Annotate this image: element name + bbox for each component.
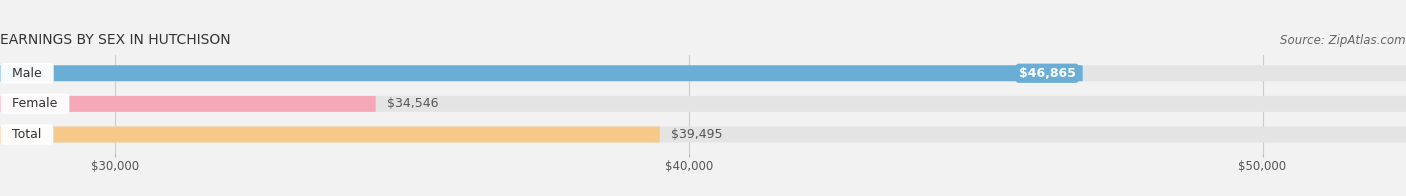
Text: Female: Female	[4, 97, 66, 110]
FancyBboxPatch shape	[0, 65, 1406, 81]
FancyBboxPatch shape	[0, 96, 375, 112]
FancyBboxPatch shape	[0, 65, 1083, 81]
Text: Source: ZipAtlas.com: Source: ZipAtlas.com	[1281, 34, 1406, 47]
Text: $39,495: $39,495	[671, 128, 723, 141]
Text: $46,865: $46,865	[1019, 67, 1076, 80]
FancyBboxPatch shape	[0, 96, 1406, 112]
Text: Total: Total	[4, 128, 49, 141]
FancyBboxPatch shape	[0, 127, 1406, 142]
FancyBboxPatch shape	[0, 127, 659, 142]
Text: Male: Male	[4, 67, 51, 80]
Text: EARNINGS BY SEX IN HUTCHISON: EARNINGS BY SEX IN HUTCHISON	[0, 33, 231, 47]
Text: $34,546: $34,546	[387, 97, 439, 110]
